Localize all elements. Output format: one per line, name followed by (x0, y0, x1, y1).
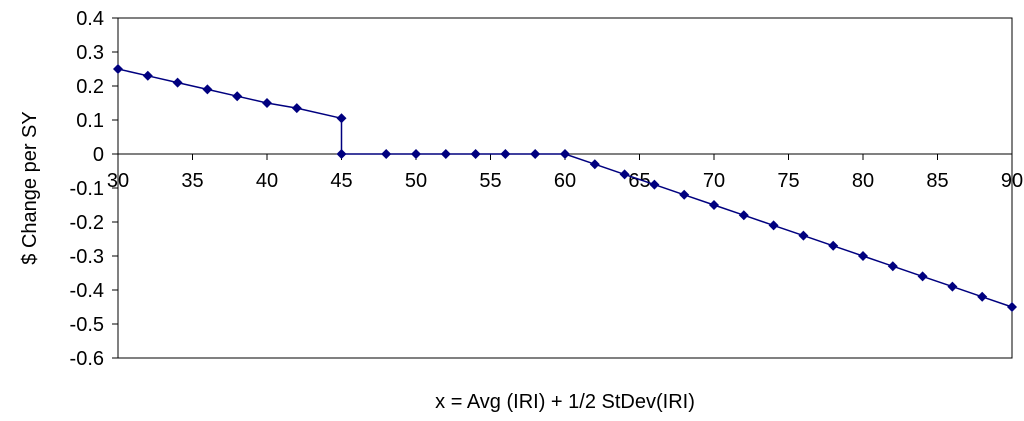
y-tick-label: -0.3 (70, 246, 104, 268)
x-axis-title: x = Avg (IRI) + 1/2 StDev(IRI) (435, 391, 695, 413)
x-tick-label: 75 (777, 170, 799, 192)
data-point-marker (470, 149, 481, 159)
data-point-marker (381, 149, 392, 159)
data-point-marker (828, 240, 839, 251)
x-tick-label: 85 (926, 170, 948, 192)
data-point-marker (887, 261, 898, 272)
data-point-marker (560, 149, 570, 159)
data-point-marker (1007, 302, 1017, 312)
y-tick-label: -0.2 (70, 212, 104, 234)
data-point-marker (500, 149, 511, 159)
x-tick-label: 65 (628, 170, 650, 192)
x-tick-label: 50 (405, 170, 427, 192)
data-point-marker (738, 210, 749, 221)
data-point-marker (649, 179, 660, 190)
data-point-marker (798, 230, 809, 241)
x-tick-label: 90 (1001, 170, 1023, 192)
data-point-marker (530, 149, 541, 159)
data-point-marker (440, 149, 451, 159)
data-point-marker (768, 220, 779, 231)
data-point-marker (709, 200, 719, 210)
x-tick-label: 30 (107, 170, 129, 192)
x-tick-label: 55 (479, 170, 501, 192)
x-tick-label: 80 (852, 170, 874, 192)
y-tick-label: 0.2 (76, 76, 104, 98)
data-point-marker (291, 103, 302, 114)
data-point-marker (113, 64, 123, 74)
y-tick-label: 0.1 (76, 110, 104, 132)
x-tick-label: 40 (256, 170, 278, 192)
x-axis-ticks: 30 35 40 45 50 55 60 65 70 75 80 85 90 (107, 154, 1023, 192)
data-point-marker (142, 70, 153, 81)
y-tick-label: -0.6 (70, 348, 104, 370)
x-tick-label: 60 (554, 170, 576, 192)
series-markers (113, 64, 1017, 312)
y-tick-label: 0.3 (76, 42, 104, 64)
data-point-marker (858, 251, 868, 261)
data-point-marker (232, 91, 243, 102)
data-point-marker (977, 291, 988, 302)
y-axis-ticks: 0.4 0.3 0.2 0.1 0 -0.1 -0.2 -0.3 -0.4 -0.5 -0.6 (70, 8, 118, 370)
data-point-marker (619, 169, 630, 180)
data-point-marker (336, 113, 347, 124)
data-point-marker (411, 149, 421, 159)
x-tick-label: 35 (181, 170, 203, 192)
y-tick-label: -0.4 (70, 280, 104, 302)
data-point-marker (679, 189, 690, 200)
x-tick-label: 70 (703, 170, 725, 192)
y-tick-label: 0 (93, 144, 104, 166)
data-point-marker (202, 84, 213, 95)
y-tick-label: -0.1 (70, 178, 104, 200)
data-point-marker (172, 77, 183, 88)
y-axis-title: $ Change per SY (19, 111, 41, 264)
data-point-marker (262, 98, 272, 108)
data-point-marker (947, 281, 958, 292)
x-tick-label: 45 (330, 170, 352, 192)
y-tick-label: 0.4 (76, 8, 104, 30)
y-tick-label: -0.5 (70, 314, 104, 336)
data-point-marker (589, 159, 600, 170)
data-point-marker (917, 271, 928, 282)
data-point-marker (336, 149, 347, 159)
